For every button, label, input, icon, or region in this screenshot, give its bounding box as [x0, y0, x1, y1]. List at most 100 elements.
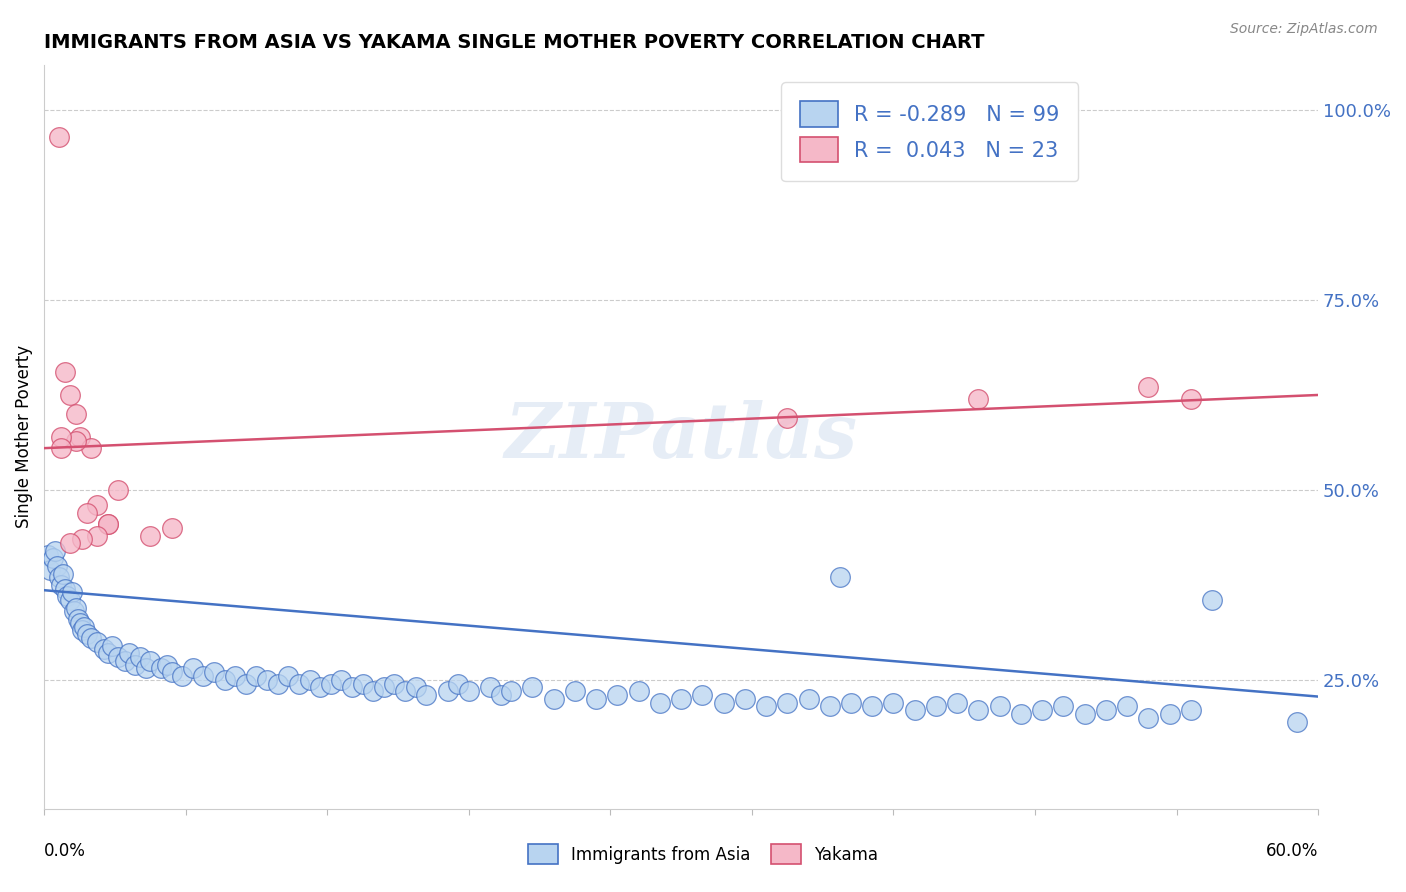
Point — [1010, 706, 1032, 721]
Point — [73, 620, 96, 634]
Point — [69, 615, 91, 630]
Point — [135, 661, 157, 675]
Point — [967, 392, 990, 406]
Point — [114, 654, 136, 668]
Point — [63, 605, 86, 619]
Point — [309, 681, 332, 695]
Point — [436, 684, 458, 698]
Point — [1116, 699, 1139, 714]
Point — [45, 558, 67, 573]
Point — [107, 650, 129, 665]
Point — [48, 570, 70, 584]
Point — [564, 684, 586, 698]
Point — [139, 528, 162, 542]
Point — [149, 661, 172, 675]
Point — [69, 430, 91, 444]
Text: IMMIGRANTS FROM ASIA VS YAKAMA SINGLE MOTHER POVERTY CORRELATION CHART: IMMIGRANTS FROM ASIA VS YAKAMA SINGLE MO… — [44, 33, 984, 52]
Point — [80, 631, 103, 645]
Point — [352, 676, 374, 690]
Point — [56, 589, 79, 603]
Point — [522, 681, 544, 695]
Point — [172, 669, 194, 683]
Point — [543, 691, 565, 706]
Point — [692, 688, 714, 702]
Point — [58, 388, 80, 402]
Point — [1180, 392, 1202, 406]
Point — [882, 696, 904, 710]
Point — [49, 441, 72, 455]
Point — [48, 129, 70, 144]
Point — [373, 681, 395, 695]
Point — [277, 669, 299, 683]
Point — [76, 506, 98, 520]
Legend: Immigrants from Asia, Yakama: Immigrants from Asia, Yakama — [522, 838, 884, 871]
Point — [1137, 380, 1160, 394]
Point — [65, 600, 87, 615]
Point — [107, 483, 129, 497]
Point — [39, 563, 62, 577]
Y-axis label: Single Mother Poverty: Single Mother Poverty — [15, 345, 32, 528]
Point — [224, 669, 246, 683]
Point — [49, 578, 72, 592]
Point — [76, 627, 98, 641]
Point — [384, 676, 406, 690]
Point — [415, 688, 437, 702]
Text: Source: ZipAtlas.com: Source: ZipAtlas.com — [1230, 22, 1378, 37]
Point — [72, 624, 94, 638]
Point — [124, 657, 146, 672]
Point — [988, 699, 1011, 714]
Point — [118, 646, 141, 660]
Point — [52, 566, 75, 581]
Point — [72, 533, 94, 547]
Point — [755, 699, 778, 714]
Point — [818, 699, 841, 714]
Point — [405, 681, 427, 695]
Point — [479, 681, 502, 695]
Point — [298, 673, 321, 687]
Point — [839, 696, 862, 710]
Point — [1031, 703, 1053, 717]
Point — [245, 669, 267, 683]
Point — [37, 548, 59, 562]
Point — [256, 673, 278, 687]
Point — [1052, 699, 1074, 714]
Point — [193, 669, 215, 683]
Point — [65, 434, 87, 448]
Point — [457, 684, 479, 698]
Point — [776, 410, 799, 425]
Point — [86, 528, 108, 542]
Point — [904, 703, 927, 717]
Point — [266, 676, 288, 690]
Point — [58, 593, 80, 607]
Point — [501, 684, 523, 698]
Point — [585, 691, 607, 706]
Point — [925, 699, 948, 714]
Text: 0.0%: 0.0% — [44, 842, 86, 860]
Point — [160, 665, 183, 680]
Point — [86, 635, 108, 649]
Point — [1159, 706, 1181, 721]
Point — [156, 657, 179, 672]
Point — [65, 407, 87, 421]
Point — [53, 582, 76, 596]
Point — [53, 365, 76, 379]
Point — [93, 642, 115, 657]
Point — [1201, 593, 1223, 607]
Point — [58, 536, 80, 550]
Point — [139, 654, 162, 668]
Point — [49, 430, 72, 444]
Point — [1180, 703, 1202, 717]
Text: 60.0%: 60.0% — [1265, 842, 1319, 860]
Point — [627, 684, 650, 698]
Point — [340, 681, 363, 695]
Point — [734, 691, 756, 706]
Point — [830, 570, 852, 584]
Point — [1094, 703, 1116, 717]
Point — [967, 703, 990, 717]
Point — [606, 688, 628, 702]
Point — [447, 676, 470, 690]
Point — [946, 696, 969, 710]
Point — [776, 696, 799, 710]
Point — [1137, 711, 1160, 725]
Point — [67, 612, 90, 626]
